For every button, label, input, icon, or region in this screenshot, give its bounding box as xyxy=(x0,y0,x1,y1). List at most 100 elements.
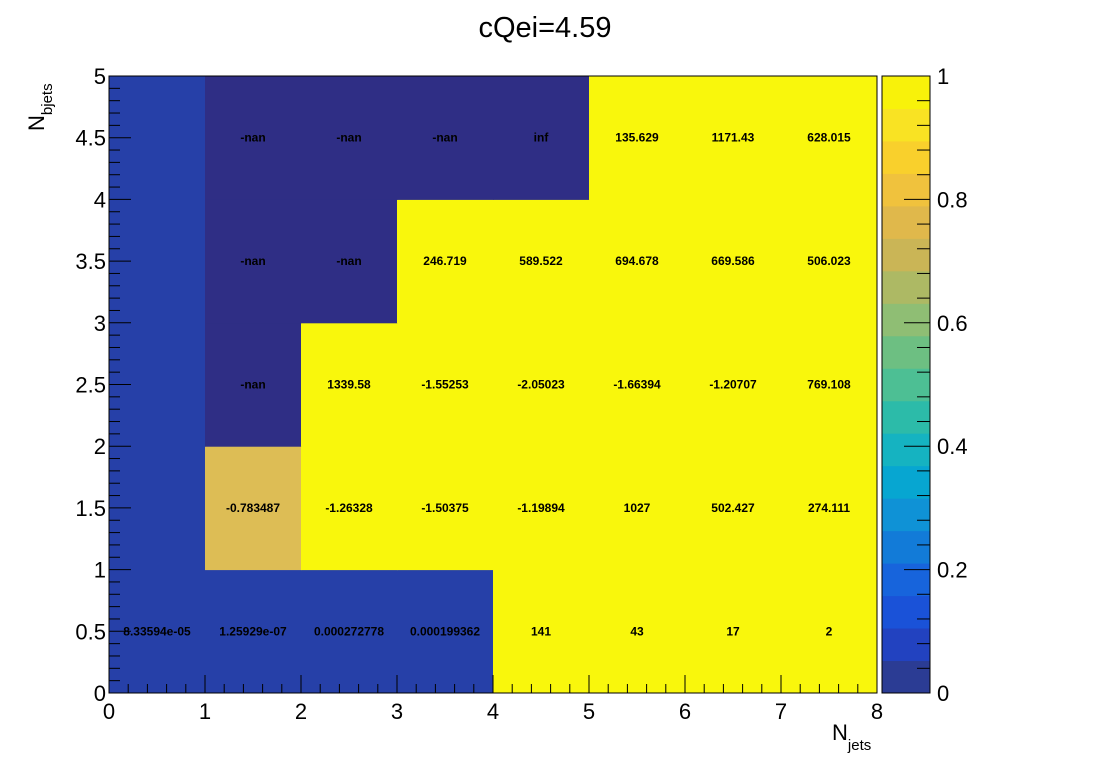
cell-value-label: -nan xyxy=(240,378,265,392)
cell-value-label: 2 xyxy=(826,624,833,638)
colorbar-tick-label: 0 xyxy=(937,681,949,706)
colorbar: 0 0.2 0.4 0.6 0.8 1 xyxy=(881,64,968,706)
x-tick-label: 2 xyxy=(295,699,307,724)
cell-value-label: 8.33594e-05 xyxy=(123,624,191,638)
cell-value-label: 669.586 xyxy=(711,254,755,268)
y-tick-label: 2.5 xyxy=(75,373,106,398)
y-axis-label-sub: bjets xyxy=(39,83,56,115)
heatmap-cell xyxy=(397,446,494,571)
cell-value-label: -nan xyxy=(336,131,361,145)
x-tick-label: 0 xyxy=(103,699,115,724)
heatmap-cell xyxy=(205,569,302,694)
colorbar-swatch xyxy=(882,628,930,662)
cell-value-label: -nan xyxy=(240,254,265,268)
colorbar-tick-label: 1 xyxy=(937,64,949,89)
cell-value-label: -1.19894 xyxy=(517,501,565,515)
chart-title: cQei=4.59 xyxy=(478,12,611,44)
cell-value-label: 1027 xyxy=(624,501,651,515)
y-axis-label-main: N xyxy=(24,115,49,131)
colorbar-swatch xyxy=(882,530,930,564)
colorbar-tick-label: 0.8 xyxy=(937,187,968,212)
cell-value-label: 628.015 xyxy=(807,131,851,145)
heatmap-cell xyxy=(589,76,686,200)
heatmap-cell xyxy=(205,199,302,324)
cell-value-label: -1.20707 xyxy=(709,378,757,392)
heatmap-cell xyxy=(397,569,494,694)
x-axis-label-main: N xyxy=(832,720,848,745)
colorbar-tick-label: 0.6 xyxy=(937,311,968,336)
x-tick-label: 7 xyxy=(775,699,787,724)
cell-value-label: -1.26328 xyxy=(325,501,373,515)
x-tick-label: 1 xyxy=(199,699,211,724)
colorbar-swatch xyxy=(882,660,930,694)
colorbar-swatch xyxy=(882,270,930,304)
cells-layer xyxy=(109,76,878,694)
heatmap-cell xyxy=(589,569,686,694)
y-tick-label: 4.5 xyxy=(75,126,106,151)
cell-value-label: -nan xyxy=(240,131,265,145)
cell-value-label: -1.66394 xyxy=(613,378,661,392)
y-tick-label: 2 xyxy=(94,434,106,459)
heatmap-cell xyxy=(301,569,398,694)
heatmap-cell xyxy=(205,322,302,447)
x-tick-label: 6 xyxy=(679,699,691,724)
heatmap-cell xyxy=(493,76,590,200)
heatmap-cell xyxy=(397,199,494,324)
colorbar-swatch xyxy=(882,335,930,369)
colorbar-swatch xyxy=(882,400,930,434)
cell-value-label: -1.55253 xyxy=(421,378,469,392)
x-axis-label: Njets xyxy=(832,720,871,754)
heatmap-cell xyxy=(397,322,494,447)
heatmap-cell xyxy=(589,322,686,447)
y-tick-label: 1 xyxy=(94,558,106,583)
y-axis: 0 0.5 1 1.5 2 2.5 3 3.5 4 4.5 5 xyxy=(75,64,131,706)
colorbar-tick-label: 0.2 xyxy=(937,558,968,583)
y-tick-label: 0 xyxy=(94,681,106,706)
x-axis-label-sub: jets xyxy=(847,737,871,754)
heatmap-cell xyxy=(493,199,590,324)
heatmap-cell xyxy=(301,322,398,447)
heatmap-cell xyxy=(205,76,302,200)
cell-value-label: 589.522 xyxy=(519,254,563,268)
colorbar-swatch xyxy=(882,303,930,337)
cell-value-label: inf xyxy=(534,131,550,145)
y-tick-label: 5 xyxy=(94,64,106,89)
colorbar-swatch xyxy=(882,238,930,272)
x-axis: 0 1 2 3 4 5 6 7 8 xyxy=(103,675,883,724)
heatmap-cell xyxy=(589,446,686,571)
heatmap-cell xyxy=(397,76,494,200)
y-tick-label: 3 xyxy=(94,311,106,336)
cell-value-label: 1339.58 xyxy=(327,378,371,392)
heatmap-cell xyxy=(781,76,878,200)
y-tick-label: 4 xyxy=(94,187,106,212)
cell-value-label: -1.50375 xyxy=(421,501,469,515)
x-tick-label: 5 xyxy=(583,699,595,724)
cell-value-label: 1171.43 xyxy=(712,131,755,145)
cell-value-label: -0.783487 xyxy=(226,501,280,515)
heatmap-cell xyxy=(493,569,590,694)
cell-value-label: 694.678 xyxy=(615,254,659,268)
colorbar-swatch xyxy=(882,368,930,402)
cell-value-label: 17 xyxy=(726,624,740,638)
colorbar-tick-label: 0.4 xyxy=(937,434,968,459)
cell-value-label: 502.427 xyxy=(711,501,755,515)
cell-value-label: 274.111 xyxy=(808,501,850,515)
cell-value-label: 0.000199362 xyxy=(410,624,480,638)
cell-value-label: 1.25929e-07 xyxy=(219,624,287,638)
heatmap-cell xyxy=(685,76,782,200)
y-tick-label: 3.5 xyxy=(75,249,106,274)
colorbar-swatch xyxy=(882,76,930,109)
x-tick-label: 4 xyxy=(487,699,499,724)
cell-value-label: 43 xyxy=(630,624,644,638)
colorbar-swatch xyxy=(882,205,930,239)
cell-value-label: 246.719 xyxy=(423,254,467,268)
heatmap-cell xyxy=(781,322,878,447)
heatmap-cell xyxy=(685,446,782,571)
cell-value-label: 0.000272778 xyxy=(314,624,384,638)
y-tick-label: 1.5 xyxy=(75,496,106,521)
x-tick-label: 8 xyxy=(871,699,883,724)
cell-value-label: -nan xyxy=(432,131,457,145)
cell-value-label: -2.05023 xyxy=(517,378,565,392)
colorbar-swatch xyxy=(882,563,930,597)
